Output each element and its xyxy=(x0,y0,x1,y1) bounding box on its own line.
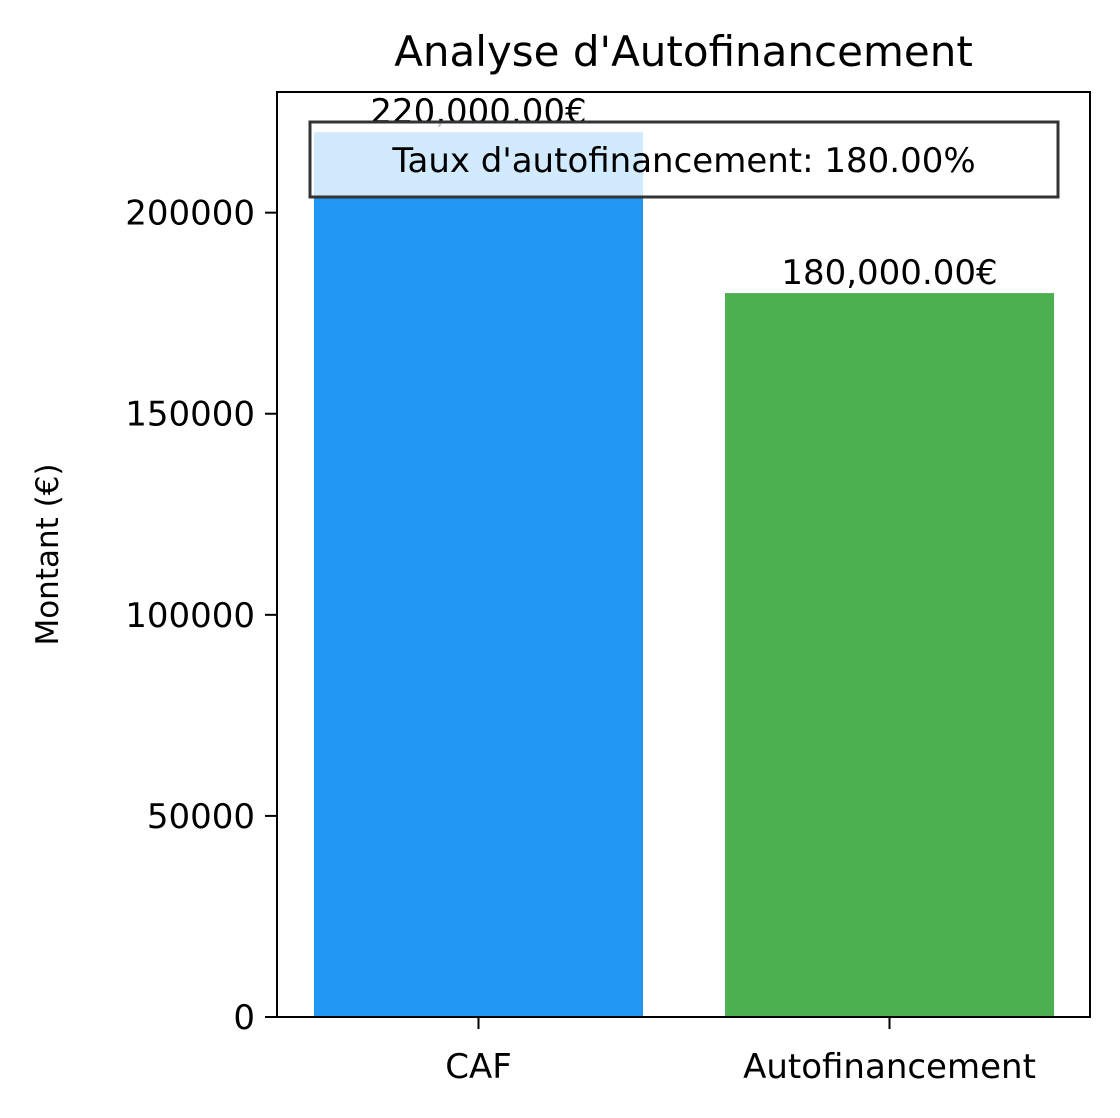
x-axis: CAF Autofinancement xyxy=(445,1017,1036,1087)
x-tick-label: Autofinancement xyxy=(743,1047,1036,1087)
chart-title: Analyse d'Autofinancement xyxy=(394,27,973,76)
plot-frame xyxy=(276,91,1091,1018)
y-axis-label: Montant (€) xyxy=(30,463,66,645)
y-tick-label: 50000 xyxy=(147,797,255,837)
y-tick-label: 200000 xyxy=(125,194,255,234)
y-tick-label: 150000 xyxy=(125,395,255,435)
y-tick-label: 100000 xyxy=(125,596,255,636)
annotation-text: Taux d'autofinancement: 180.00% xyxy=(391,141,975,181)
y-axis: 0 50000 100000 150000 200000 xyxy=(125,194,277,1038)
bar-caf xyxy=(314,132,643,1017)
annotation-box: Taux d'autofinancement: 180.00% xyxy=(308,120,1060,199)
annotation-frame xyxy=(308,120,1060,199)
x-tick-label: CAF xyxy=(445,1047,512,1087)
y-tick-label: 0 xyxy=(233,998,255,1038)
bar-autofinancement xyxy=(725,293,1054,1018)
bars xyxy=(314,132,1054,1018)
bar-value-label: 180,000.00€ xyxy=(781,253,997,293)
